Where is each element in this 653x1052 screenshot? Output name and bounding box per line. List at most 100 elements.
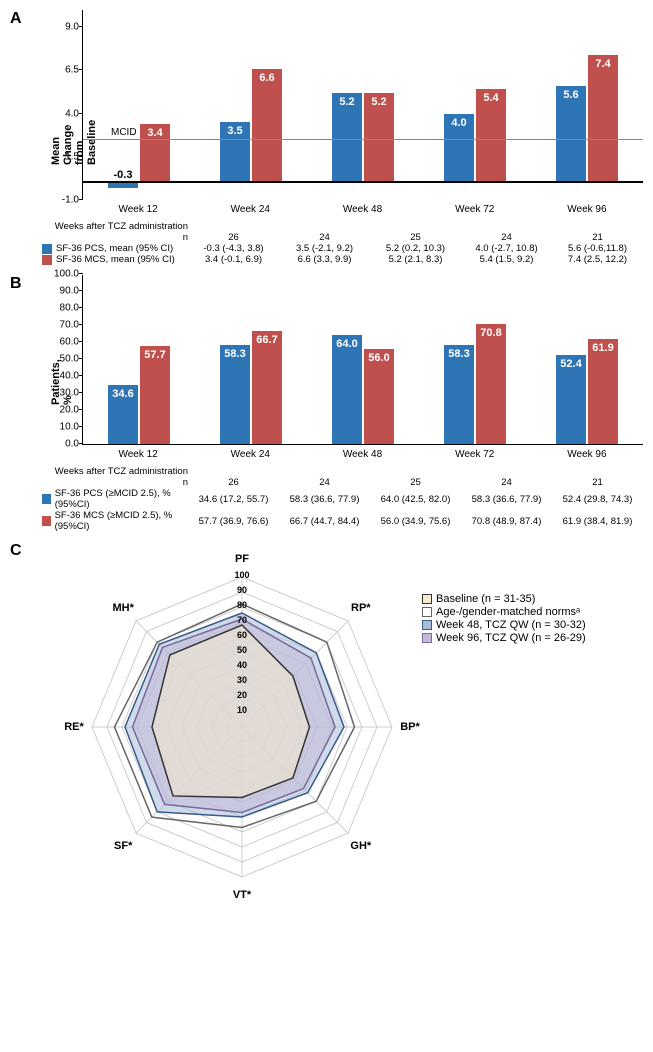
- bar-pcs: 52.4: [556, 355, 586, 444]
- ytick: 4.0: [65, 108, 83, 119]
- bar-value: 5.2: [371, 96, 386, 108]
- bar-pcs: 34.6: [108, 385, 138, 444]
- n-value: 24: [279, 477, 370, 488]
- xtick: Week 24: [194, 204, 306, 215]
- n-value: 25: [370, 232, 461, 243]
- series-row-pcs: SF-36 PCS (≥MCID 2.5), % (95%CI)34.6 (17…: [42, 488, 643, 510]
- bar-group: 4.0 5.4: [419, 10, 531, 200]
- xtick: Week 12: [82, 204, 194, 215]
- ci-value: 34.6 (17.2, 55.7): [188, 494, 279, 505]
- panel-a: A Mean Change from Baseline -0.33.43.56.…: [10, 10, 643, 265]
- bar-value: 58.3: [448, 348, 469, 360]
- bar-group: 58.3 70.8: [419, 275, 531, 444]
- bar-mcs: 57.7: [140, 346, 170, 444]
- bar-value: 5.6: [563, 89, 578, 101]
- radar-axis-label: VT*: [233, 889, 251, 901]
- radar-tick: 30: [237, 675, 247, 685]
- xtick: Week 72: [419, 449, 531, 460]
- legend-label: Week 48, TCZ QW (n = 30-32): [436, 619, 586, 631]
- bar-value: 7.4: [595, 58, 610, 70]
- bar-pcs: 58.3: [220, 345, 250, 444]
- legend-swatch: [42, 244, 52, 254]
- bar-group: 64.0 56.0: [307, 275, 419, 444]
- ci-value: 3.4 (-0.1, 6.9): [188, 254, 279, 265]
- panel-a-weeks-label: Weeks after TCZ administration: [55, 221, 188, 232]
- n-value: 24: [279, 232, 370, 243]
- radar-legend: Baseline (n = 31-35)Age-/gender-matched …: [422, 592, 586, 645]
- bar-mcs: 6.6: [252, 69, 282, 183]
- bar-pcs: 4.0: [444, 114, 474, 183]
- n-value: 26: [188, 232, 279, 243]
- bar-group: 3.5 6.6: [195, 10, 307, 200]
- ytick: 1.5: [65, 151, 83, 162]
- bar-value: 70.8: [480, 327, 501, 339]
- legend-label: Week 96, TCZ QW (n = 26-29): [436, 632, 586, 644]
- radar-tick: 60: [237, 630, 247, 640]
- ci-value: 5.4 (1.5, 9.2): [461, 254, 552, 265]
- bar-value: 66.7: [256, 334, 277, 346]
- radar-axis-label: SF*: [114, 840, 132, 852]
- ci-value: 64.0 (42.5, 82.0): [370, 494, 461, 505]
- ci-value: 5.2 (0.2, 10.3): [370, 243, 461, 254]
- ci-value: 6.6 (3.3, 9.9): [279, 254, 370, 265]
- ci-value: 5.6 (-0.6,11.8): [552, 243, 643, 254]
- legend-swatch: [42, 255, 52, 265]
- panel-b-nrow: n 2624252421: [42, 477, 643, 488]
- radar-tick: 50: [237, 645, 247, 655]
- bar-group: -0.3 3.4: [83, 10, 195, 200]
- n-value: 26: [188, 477, 279, 488]
- n-value: 24: [461, 477, 552, 488]
- ytick: 80.0: [60, 303, 83, 314]
- n-value: 25: [370, 477, 461, 488]
- legend-item: Age-/gender-matched normsᵃ: [422, 606, 586, 618]
- panel-a-xticks: Week 12Week 24Week 48Week 72Week 96: [82, 204, 643, 215]
- ci-value: 7.4 (2.5, 12.2): [552, 254, 643, 265]
- bar-mcs: 5.4: [476, 89, 506, 182]
- bar-value: 3.4: [147, 127, 162, 139]
- ytick: 30.0: [60, 388, 83, 399]
- bar-value: 5.4: [483, 92, 498, 104]
- panel-a-label: A: [10, 10, 22, 28]
- ytick: 90.0: [60, 286, 83, 297]
- legend-swatch: [422, 620, 432, 630]
- panel-a-nrow: n 2624252421: [42, 232, 643, 243]
- legend-swatch: [42, 516, 51, 526]
- xtick: Week 24: [194, 449, 306, 460]
- ci-value: 70.8 (48.9, 87.4): [461, 516, 552, 527]
- bar-mcs: 66.7: [252, 331, 282, 444]
- xtick: Week 12: [82, 449, 194, 460]
- radar-axis-label: MH*: [113, 602, 134, 614]
- ci-value: 58.3 (36.6, 77.9): [279, 494, 370, 505]
- ytick: 20.0: [60, 405, 83, 416]
- bar-value: 64.0: [336, 338, 357, 350]
- bar-value: 56.0: [368, 352, 389, 364]
- bar-pcs: 3.5: [220, 122, 250, 182]
- mcid-line: [83, 139, 643, 140]
- bar-value: 61.9: [592, 342, 613, 354]
- panel-a-axes: -0.33.43.56.65.25.24.05.45.67.4 -1.01.54…: [82, 10, 643, 200]
- ytick: 9.0: [65, 22, 83, 33]
- bar-pcs: 58.3: [444, 345, 474, 444]
- legend-swatch: [422, 594, 432, 604]
- radar-tick: 70: [237, 615, 247, 625]
- ci-value: -0.3 (-4.3, 3.8): [188, 243, 279, 254]
- series-label: SF-36 MCS (≥MCID 2.5), % (95%CI): [55, 510, 188, 532]
- ytick: 60.0: [60, 337, 83, 348]
- series-label: SF-36 PCS, mean (95% CI): [56, 243, 173, 254]
- n-value: 21: [552, 232, 643, 243]
- ci-value: 56.0 (34.9, 75.6): [370, 516, 461, 527]
- bar-group: 5.6 7.4: [531, 10, 643, 200]
- bar-value: 6.6: [259, 72, 274, 84]
- panel-a-weeksrow: Weeks after TCZ administration: [42, 221, 643, 232]
- bar-pcs: -0.3: [108, 183, 138, 188]
- ci-value: 3.5 (-2.1, 9.2): [279, 243, 370, 254]
- panel-b-weeksrow: Weeks after TCZ administration: [42, 466, 643, 477]
- panel-a-bars: -0.3 3.4 3.5 6.6 5.2 5.2 4.0 5.4 5.6 7.4: [83, 10, 643, 200]
- radar-tick: 10: [237, 705, 247, 715]
- bar-mcs: 61.9: [588, 339, 618, 444]
- series-row-pcs: SF-36 PCS, mean (95% CI) -0.3 (-4.3, 3.8)…: [42, 243, 643, 254]
- bar-mcs: 3.4: [140, 124, 170, 183]
- bar-value: 5.2: [339, 96, 354, 108]
- panel-b: B Patients, % 34.657.758.366.764.056.058…: [10, 275, 643, 532]
- bar-value: -0.3: [114, 169, 133, 181]
